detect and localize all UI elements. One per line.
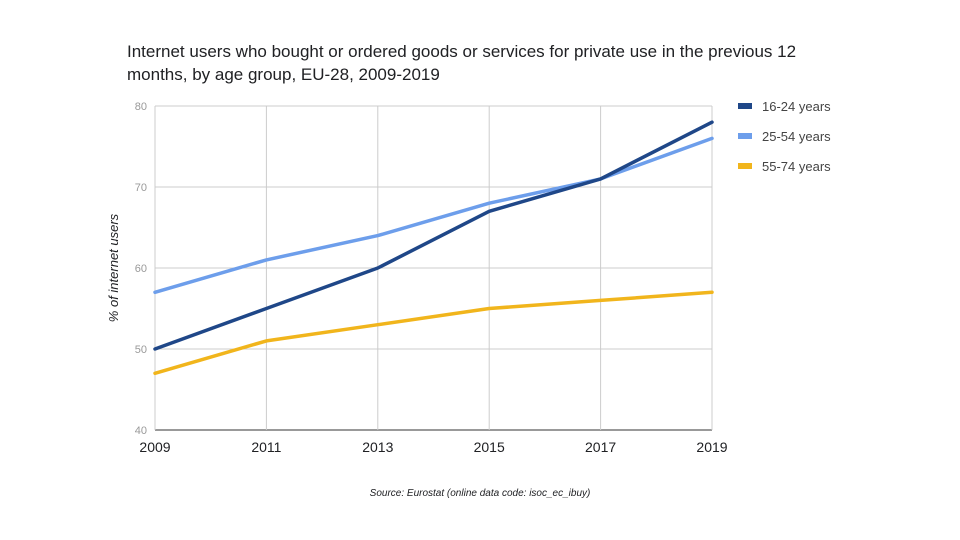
chart-title: Internet users who bought or ordered goo… [127, 40, 847, 86]
x-tick-label: 2019 [696, 439, 727, 455]
x-tick-label: 2009 [139, 439, 170, 455]
x-tick-label: 2011 [251, 439, 281, 455]
y-tick-label: 40 [135, 425, 147, 437]
legend-label: 16-24 years [762, 99, 831, 114]
x-tick-label: 2013 [362, 439, 393, 455]
series-line-16-24-years [153, 120, 714, 351]
source-note: Source: Eurostat (online data code: isoc… [369, 488, 591, 499]
series-line-55-74-years [153, 290, 714, 376]
series-line-25-54-years [153, 136, 714, 295]
y-tick-label: 80 [135, 101, 147, 113]
chart-title-line-1: Internet users who bought or ordered goo… [127, 42, 797, 61]
y-tick-label: 50 [135, 344, 147, 356]
y-axis-title: % of internet users [106, 213, 121, 322]
legend-label: 25-54 years [762, 129, 831, 144]
y-tick-label: 70 [135, 182, 147, 194]
y-tick-label: 60 [135, 263, 147, 275]
legend-swatch [738, 163, 752, 169]
legend-label: 55-74 years [762, 159, 831, 174]
x-tick-label: 2015 [474, 439, 505, 455]
x-tick-label: 2017 [585, 439, 616, 455]
chart-title-line-2: months, by age group, EU-28, 2009-2019 [127, 65, 440, 84]
legend-swatch [738, 103, 752, 109]
legend-swatch [738, 133, 752, 139]
